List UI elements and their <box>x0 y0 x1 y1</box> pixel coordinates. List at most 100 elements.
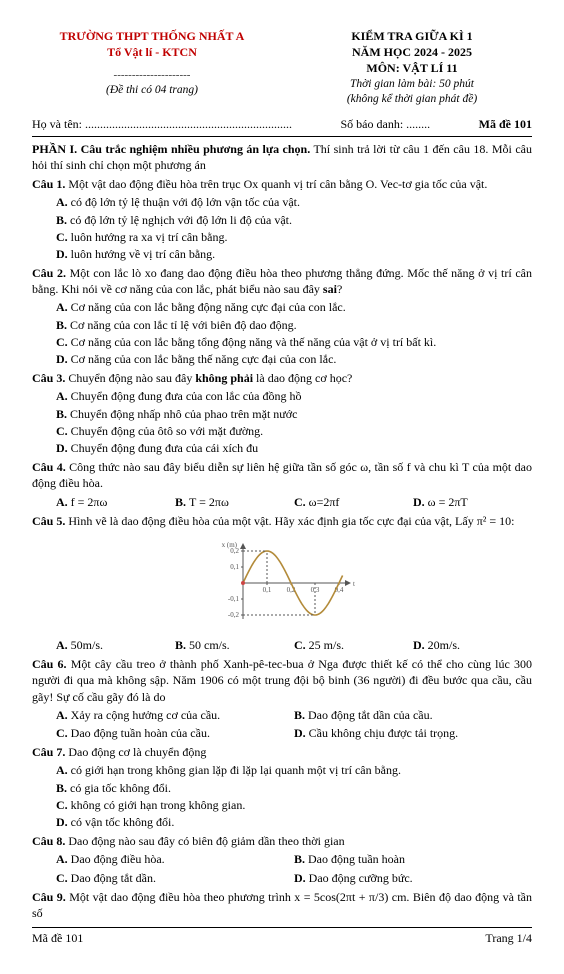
q7-C: không có giới hạn trong không gian. <box>71 798 246 812</box>
q1-options: A. có độ lớn tỷ lệ thuận với độ lớn vận … <box>32 194 532 262</box>
opt-C: C. <box>56 798 71 812</box>
q8-D: Dao động cưỡng bức. <box>309 871 413 885</box>
q2-B: Cơ năng của con lắc tỉ lệ với biên độ da… <box>70 318 297 332</box>
opt-D: D. <box>56 247 71 261</box>
footer-code: Mã đề 101 <box>32 930 83 946</box>
q4-options: A. f = 2πω B. T = 2πω C. ω=2πf D. ω = 2π… <box>32 494 532 510</box>
opt-C: C. <box>294 638 309 652</box>
q1-A: có độ lớn tỷ lệ thuận với độ lớn vận tốc… <box>71 195 300 209</box>
q8-A: Dao động điều hòa. <box>71 852 165 866</box>
opt-A: A. <box>56 495 71 509</box>
q3: Câu 3. Chuyển động nào sau đây không phả… <box>32 370 532 386</box>
q9: Câu 9. Một vật dao động điều hòa theo ph… <box>32 889 532 921</box>
chart-wrap: 0,20,1-0,1-0,20,10,20,30,4x (m)t (s) <box>32 535 532 631</box>
section-title: PHẦN I. Câu trắc nghiệm nhiều phương án … <box>32 142 310 156</box>
q4-B: T = 2πω <box>189 495 229 509</box>
info-row: Họ và tên: .............................… <box>32 116 532 132</box>
q7-text: Dao động cơ là chuyển động <box>65 745 206 759</box>
q4-C: ω=2πf <box>309 495 340 509</box>
q5: Câu 5. Hình vẽ là dao động điều hòa của … <box>32 513 532 529</box>
opt-B: B. <box>175 638 189 652</box>
q6-options-1: A. Xảy ra cộng hưởng cơ của cầu. B. Dao … <box>32 707 532 723</box>
q2: Câu 2. Một con lắc lò xo đang dao động đ… <box>32 265 532 297</box>
footer-page: Trang 1/4 <box>485 930 532 946</box>
sine-chart: 0,20,1-0,1-0,20,10,20,30,4x (m)t (s) <box>207 535 357 627</box>
q1-C: luôn hướng ra xa vị trí cân bằng. <box>71 230 228 244</box>
opt-A: A. <box>56 638 71 652</box>
q8-C: Dao động tắt dần. <box>71 871 156 885</box>
header: TRƯỜNG THPT THỐNG NHẤT A Tổ Vật lí - KTC… <box>32 28 532 108</box>
q6-label: Câu 6. <box>32 657 67 671</box>
q3-C: Chuyển động của ôtô so với mặt đường. <box>71 424 264 438</box>
opt-B: B. <box>56 781 70 795</box>
opt-C: C. <box>56 230 71 244</box>
q5-B: 50 cm/s. <box>189 638 230 652</box>
q4-label: Câu 4. <box>32 460 66 474</box>
svg-text:t (s): t (s) <box>353 580 357 588</box>
opt-C: C. <box>56 335 71 349</box>
separator <box>32 136 532 137</box>
q7: Câu 7. Dao động cơ là chuyển động <box>32 744 532 760</box>
q6-D: Cầu không chịu được tải trọng. <box>309 726 459 740</box>
svg-text:-0,1: -0,1 <box>228 595 240 603</box>
exam-subject: MÔN: VẬT LÍ 11 <box>292 60 532 76</box>
q3-B: Chuyển động nhấp nhô của phao trên mặt n… <box>70 407 297 421</box>
q5-C: 25 m/s. <box>309 638 344 652</box>
dashes: --------------------- <box>32 68 272 83</box>
opt-C: C. <box>56 424 71 438</box>
name-field: Họ và tên: .............................… <box>32 116 292 132</box>
q8-text: Dao động nào sau đây có biên độ giảm dần… <box>65 834 344 848</box>
opt-C: C. <box>294 495 309 509</box>
q1-text: Một vật dao động điều hòa trên trục Ox q… <box>65 177 487 191</box>
section-intro: PHẦN I. Câu trắc nghiệm nhiều phương án … <box>32 141 532 173</box>
q1: Câu 1. Một vật dao động điều hòa trên tr… <box>32 176 532 192</box>
opt-B: B. <box>294 852 308 866</box>
q5-label: Câu 5. <box>32 514 65 528</box>
q8-options-1: A. Dao động điều hòa. B. Dao động tuần h… <box>32 851 532 867</box>
q2-options: A. Cơ năng của con lắc bằng động năng cự… <box>32 299 532 367</box>
q7-B: có gia tốc không đổi. <box>70 781 171 795</box>
q6: Câu 6. Một cây cầu treo ở thành phố Xanh… <box>32 656 532 705</box>
q2-text: Một con lắc lò xo đang dao động điều hòa… <box>32 266 532 296</box>
q1-B: có độ lớn tỷ lệ nghịch với độ lớn li độ … <box>70 213 292 227</box>
q2-A: Cơ năng của con lắc bằng động năng cực đ… <box>71 300 346 314</box>
q2-tail: ? <box>337 282 342 296</box>
opt-B: B. <box>56 318 70 332</box>
q2-D: Cơ năng của con lắc bằng thế năng cực đạ… <box>71 352 337 366</box>
q1-D: luôn hướng về vị trí cân bằng. <box>71 247 216 261</box>
q6-B: Dao động tắt dần của cầu. <box>308 708 433 722</box>
opt-A: A. <box>56 708 71 722</box>
q5-D: 20m/s. <box>428 638 460 652</box>
opt-D: D. <box>294 726 309 740</box>
opt-A: A. <box>56 852 71 866</box>
opt-D: D. <box>56 441 71 455</box>
svg-text:x (m): x (m) <box>222 541 238 549</box>
q6-text: Một cây cầu treo ở thành phố Xanh-pê-tec… <box>32 657 532 703</box>
svg-text:0,1: 0,1 <box>263 586 272 594</box>
q3-text: Chuyển động nào sau đây <box>65 371 195 385</box>
q1-label: Câu 1. <box>32 177 65 191</box>
svg-text:-0,2: -0,2 <box>228 611 240 619</box>
opt-A: A. <box>56 763 71 777</box>
page-count: (Đề thi có 04 trang) <box>32 83 272 99</box>
q6-C: Dao động tuần hoàn của cầu. <box>71 726 210 740</box>
opt-B: B. <box>294 708 308 722</box>
q6-A: Xảy ra cộng hưởng cơ của cầu. <box>71 708 220 722</box>
exam-code: Mã đề 101 <box>479 116 532 132</box>
q6-options-2: C. Dao động tuần hoàn của cầu. D. Cầu kh… <box>32 725 532 741</box>
q4-text: Công thức nào sau đây biểu diễn sự liên … <box>32 460 532 490</box>
q2-label: Câu 2. <box>32 266 66 280</box>
header-left: TRƯỜNG THPT THỐNG NHẤT A Tổ Vật lí - KTC… <box>32 28 272 108</box>
opt-A: A. <box>56 389 71 403</box>
q3-D: Chuyển động đung đưa của cái xích đu <box>71 441 258 455</box>
q8-options-2: C. Dao động tắt dần. D. Dao động cưỡng b… <box>32 870 532 886</box>
q7-label: Câu 7. <box>32 745 65 759</box>
sbd-field: Số báo danh: ........ <box>341 116 431 132</box>
q8-label: Câu 8. <box>32 834 65 848</box>
exam-year: NĂM HỌC 2024 - 2025 <box>292 44 532 60</box>
exam-time: Thời gian làm bài: 50 phút <box>292 77 532 93</box>
header-right: KIỂM TRA GIỮA KÌ 1 NĂM HỌC 2024 - 2025 M… <box>292 28 532 108</box>
q7-options: A. có giới hạn trong không gian lặp đi l… <box>32 762 532 830</box>
opt-A: A. <box>56 300 71 314</box>
q3-label: Câu 3. <box>32 371 65 385</box>
